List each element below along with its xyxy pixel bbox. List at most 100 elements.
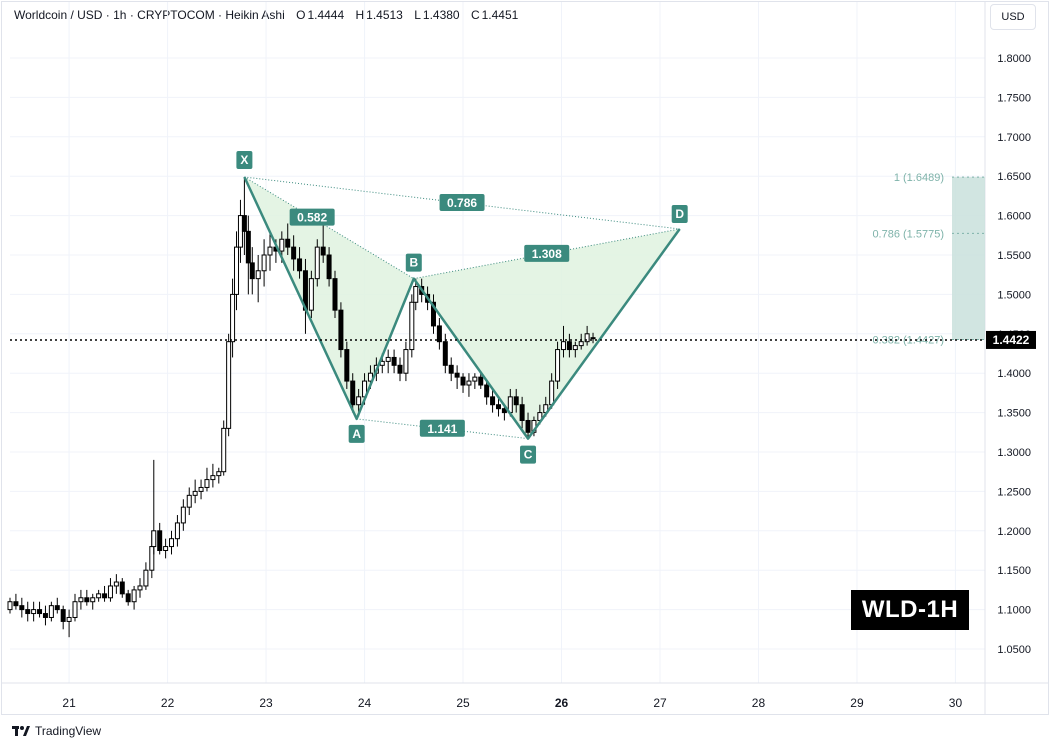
candle-body (169, 538, 175, 548)
candle-body (501, 408, 507, 414)
candle-body (186, 494, 192, 508)
candle-body (157, 530, 163, 551)
fib-level-label: 0.786 (1.5775) (872, 228, 944, 240)
candle-body (137, 585, 143, 591)
high-value: 1.4513 (366, 8, 403, 22)
chart-border (1, 1, 1049, 715)
candle-body (344, 349, 350, 382)
candle-body (174, 522, 180, 540)
price-tick-label: 1.8000 (997, 53, 1031, 65)
candle-body (180, 506, 186, 524)
candle-body (149, 546, 155, 571)
candle-body (460, 376, 466, 386)
candle-body (513, 396, 519, 406)
candle-body (590, 337, 596, 340)
price-tick-label: 1.6500 (997, 171, 1031, 183)
candle-body (326, 254, 332, 280)
time-tick-label: 22 (161, 696, 175, 710)
close-label: C (470, 8, 480, 22)
time-tick-label: 24 (358, 696, 372, 710)
candle-body (391, 356, 397, 366)
tradingview-brand-text: TradingView (35, 724, 102, 738)
low-label: L (414, 8, 421, 22)
candle-body (42, 613, 48, 618)
tradingview-logo[interactable]: TradingView (12, 724, 101, 738)
candle-body (102, 593, 108, 599)
candle-body (60, 609, 66, 622)
candle-body (241, 215, 247, 232)
candle-body (255, 270, 261, 280)
candle-body (210, 475, 216, 481)
candle-body (549, 380, 555, 406)
candle-body (308, 278, 314, 311)
pattern-point-label: A (352, 427, 361, 441)
candle-body (413, 286, 419, 303)
current-price-badge (986, 330, 1036, 349)
currency-selector-button[interactable]: USD (990, 4, 1036, 30)
candle-body (230, 293, 236, 343)
candle-body (234, 246, 240, 295)
candle-body (436, 325, 442, 343)
time-tick-label: 30 (949, 696, 963, 710)
open-value: 1.4444 (307, 8, 345, 22)
candle-body (37, 609, 43, 615)
ratio-label: 1.141 (427, 422, 457, 436)
candle-body (285, 238, 291, 248)
candle-body (320, 246, 326, 256)
candle-body (332, 278, 338, 311)
tradingview-logo-icon (12, 725, 30, 737)
price-tick-label: 1.2000 (997, 526, 1031, 538)
close-value: 1.4451 (481, 8, 519, 22)
candle-body (350, 380, 356, 406)
price-tick-label: 1.0500 (997, 644, 1031, 656)
candle-body (72, 601, 78, 618)
ratio-label-bg (289, 208, 335, 226)
candle-body (519, 404, 525, 421)
fib-zone (952, 177, 985, 340)
pattern-point-bg (405, 253, 422, 272)
candle-body (226, 341, 232, 429)
candle-body (25, 609, 31, 615)
low-value: 1.4380 (422, 8, 460, 22)
candle-body (143, 569, 149, 587)
candle-body (48, 605, 54, 618)
ratio-label-bg (524, 244, 570, 262)
candle-body (267, 246, 273, 256)
candle-body (454, 372, 460, 378)
current-price-label: 1.4422 (993, 333, 1030, 347)
candle-body (19, 605, 25, 611)
pattern-point-bg (236, 150, 253, 169)
candle-body (430, 301, 436, 327)
ratio-label-bg (419, 419, 465, 437)
candle-body (484, 384, 490, 398)
candle-body (279, 238, 285, 252)
pattern-point-label: D (675, 207, 684, 221)
pattern-point-label: C (524, 448, 533, 462)
candle-body (31, 609, 37, 615)
candle-body (466, 380, 472, 386)
symbol-title: Worldcoin / USD · 1h · CRYPTOCOM · Heiki… (14, 8, 285, 22)
candle-body (192, 490, 198, 496)
ratio-label: 0.786 (447, 196, 477, 210)
candle-body (409, 301, 415, 351)
candle-body (119, 581, 125, 595)
candle-body (13, 601, 19, 607)
time-tick-label: 27 (653, 696, 667, 710)
candle-body (291, 246, 297, 260)
candle-body (131, 589, 137, 603)
candle-body (478, 376, 484, 386)
candle-body (66, 616, 72, 622)
symbol-header: Worldcoin / USD · 1h · CRYPTOCOM · Heiki… (14, 8, 520, 22)
price-tick-label: 1.2500 (997, 486, 1031, 498)
candle-body (555, 349, 561, 382)
candle-body (314, 246, 320, 280)
candle-body (163, 546, 169, 551)
candle-body (125, 593, 131, 603)
time-tick-label: 21 (62, 696, 76, 710)
candle-body (338, 309, 344, 351)
time-tick-label: 25 (456, 696, 470, 710)
candle-body (237, 215, 243, 248)
candle-body (490, 396, 496, 406)
